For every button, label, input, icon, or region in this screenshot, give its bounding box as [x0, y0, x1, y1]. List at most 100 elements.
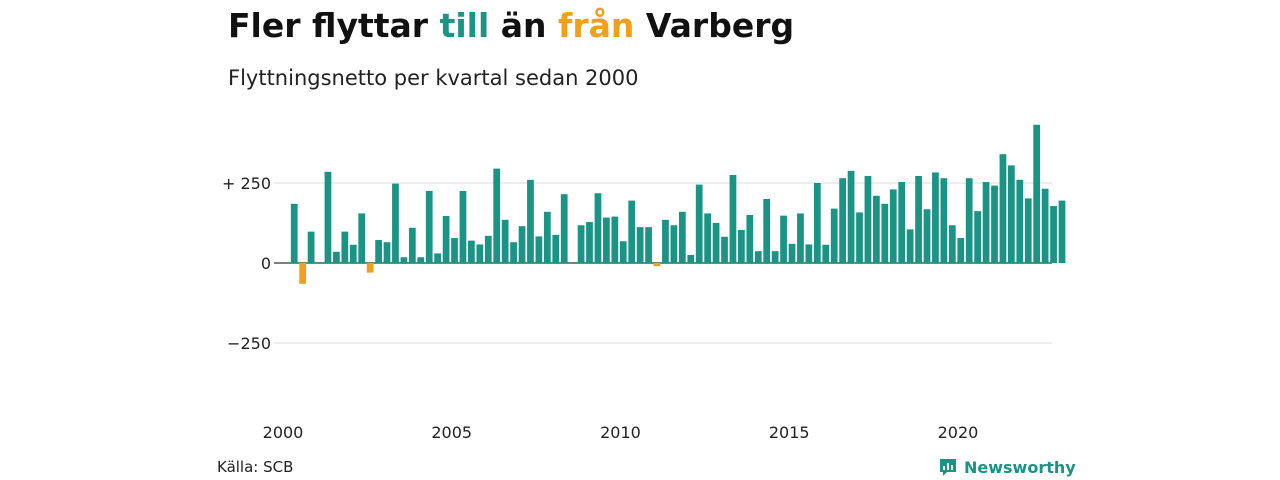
bar: [957, 238, 965, 263]
bar: [881, 203, 889, 263]
bar: [484, 235, 492, 263]
bar: [290, 203, 298, 263]
newsworthy-logo-icon: [940, 459, 956, 476]
bar: [1050, 206, 1057, 263]
bar: [932, 172, 939, 263]
bar: [1033, 124, 1041, 263]
bar: [603, 217, 610, 263]
bar: [864, 175, 872, 263]
bar: [906, 229, 914, 263]
brand: Newsworthy: [938, 456, 1076, 478]
bar: [535, 236, 543, 263]
bar: [889, 189, 897, 263]
bar: [493, 168, 501, 263]
chart-subtitle: Flyttningsnetto per kvartal sedan 2000: [228, 66, 639, 90]
bar: [940, 178, 948, 263]
bar: [948, 225, 956, 263]
bar: [425, 191, 433, 263]
bar: [442, 215, 450, 263]
bar: [965, 178, 973, 263]
bar: [434, 253, 442, 263]
bar: [619, 241, 627, 263]
bar: [999, 154, 1007, 263]
bar: [476, 244, 484, 263]
bar: [594, 193, 602, 263]
bar: [746, 215, 754, 263]
bar: [915, 175, 922, 263]
y-tick-label: −250: [227, 334, 271, 353]
bar: [527, 179, 534, 263]
bar: [847, 170, 855, 263]
bar: [645, 227, 652, 263]
bar: [695, 184, 703, 263]
bar: [586, 222, 593, 263]
bar: [408, 227, 416, 263]
bar: [822, 244, 830, 263]
x-tick-label: 2005: [431, 423, 472, 442]
bar: [687, 255, 695, 263]
chart-title: Fler flyttar till än från Varberg: [228, 6, 794, 45]
bar: [560, 194, 568, 263]
bar: [400, 257, 408, 263]
title-part-2: än: [489, 6, 559, 45]
bar: [805, 244, 813, 263]
bar: [797, 213, 804, 263]
bar: [991, 185, 998, 263]
bar: [653, 263, 661, 267]
bar: [333, 251, 340, 263]
bar: [830, 208, 838, 263]
bar: [628, 200, 636, 263]
bar: [1008, 165, 1015, 263]
bar: [636, 227, 644, 263]
bar: [712, 223, 720, 263]
bar: [459, 191, 467, 263]
bar: [982, 182, 990, 263]
bar: [788, 243, 796, 263]
bar: [754, 251, 762, 263]
bar: [299, 263, 307, 284]
bar: [1041, 188, 1049, 263]
bar: [510, 242, 517, 263]
bar: [678, 211, 686, 263]
bar: [543, 211, 551, 263]
bar: [780, 215, 787, 263]
bar: [375, 239, 382, 263]
bar: [501, 219, 509, 263]
bar: [1058, 200, 1066, 263]
title-part-1: Fler flyttar: [228, 6, 440, 45]
bar: [923, 209, 931, 263]
title-part-3: Varberg: [634, 6, 795, 45]
bar: [383, 242, 391, 263]
bar: [813, 183, 821, 263]
x-tick-label: 2020: [938, 423, 979, 442]
bar: [341, 231, 349, 263]
bar: [856, 212, 863, 263]
bar: [763, 199, 771, 263]
bar: [366, 263, 374, 273]
bar: [417, 257, 425, 263]
bar: [898, 182, 906, 263]
bar: [704, 213, 712, 263]
bar: [974, 211, 981, 263]
y-tick-label: 0: [261, 254, 271, 273]
bar: [738, 230, 745, 263]
bar: [324, 171, 332, 263]
bar: [771, 251, 779, 263]
title-word-in: till: [439, 6, 490, 45]
x-tick-label: 2010: [600, 423, 641, 442]
bar: [873, 195, 880, 263]
x-tick-label: 2000: [263, 423, 304, 442]
bar: [468, 240, 475, 263]
x-tick-label: 2015: [769, 423, 810, 442]
bar: [1016, 179, 1024, 263]
bar: [358, 213, 366, 263]
bar: [552, 234, 560, 263]
bar: [577, 225, 585, 263]
bar: [662, 219, 669, 263]
title-word-out: från: [558, 6, 635, 45]
bar: [721, 236, 728, 263]
source-note: Källa: SCB: [217, 458, 294, 476]
bar: [611, 216, 619, 263]
bar: [518, 226, 526, 263]
